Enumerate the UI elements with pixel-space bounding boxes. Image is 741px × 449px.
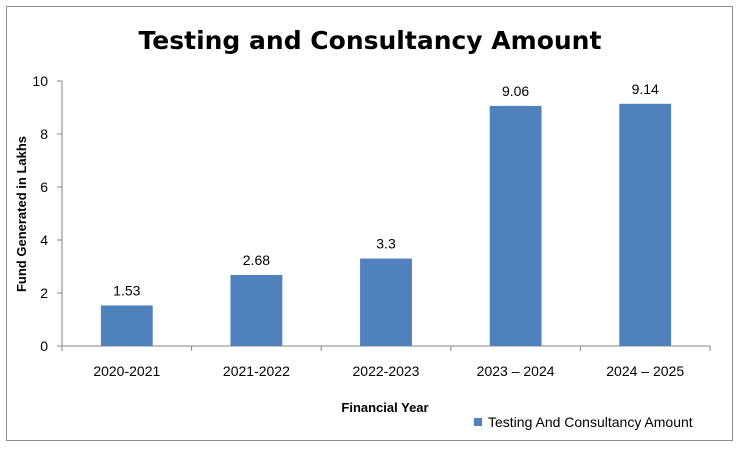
bar [230, 274, 283, 346]
x-tick-label: 2021-2022 [223, 363, 290, 379]
data-label: 9.14 [632, 81, 659, 97]
chart-title: Testing and Consultancy Amount [139, 26, 602, 55]
legend: Testing And Consultancy Amount [474, 414, 693, 430]
x-tick-label: 2022-2023 [353, 363, 420, 379]
bar [489, 105, 542, 346]
y-axis-title: Fund Generated in Lakhs [14, 136, 29, 292]
y-tick-label: 10 [32, 73, 48, 89]
x-tick-label: 2024 – 2025 [606, 363, 684, 379]
legend-label: Testing And Consultancy Amount [488, 414, 693, 430]
data-label: 3.3 [376, 236, 396, 252]
y-tick-label: 0 [40, 338, 48, 354]
y-tick-label: 8 [40, 126, 48, 142]
data-label: 2.68 [243, 252, 270, 268]
y-tick-label: 6 [40, 179, 48, 195]
legend-swatch [474, 418, 482, 426]
chart-frame [6, 6, 733, 441]
y-tick-label: 2 [40, 285, 48, 301]
data-label: 9.06 [502, 83, 529, 99]
bar [360, 258, 412, 346]
bar [619, 103, 672, 346]
x-axis-title: Financial Year [341, 400, 428, 415]
data-label: 1.53 [113, 282, 140, 298]
x-tick-label: 2023 – 2024 [477, 363, 555, 379]
y-tick-label: 4 [40, 232, 48, 248]
bar [100, 305, 153, 346]
plot-area: 0 2 4 6 8 10 1.53 2020-2021 2.68 2021-2022 3.3 2022… [32, 73, 711, 379]
x-tick-label: 2020-2021 [93, 363, 160, 379]
